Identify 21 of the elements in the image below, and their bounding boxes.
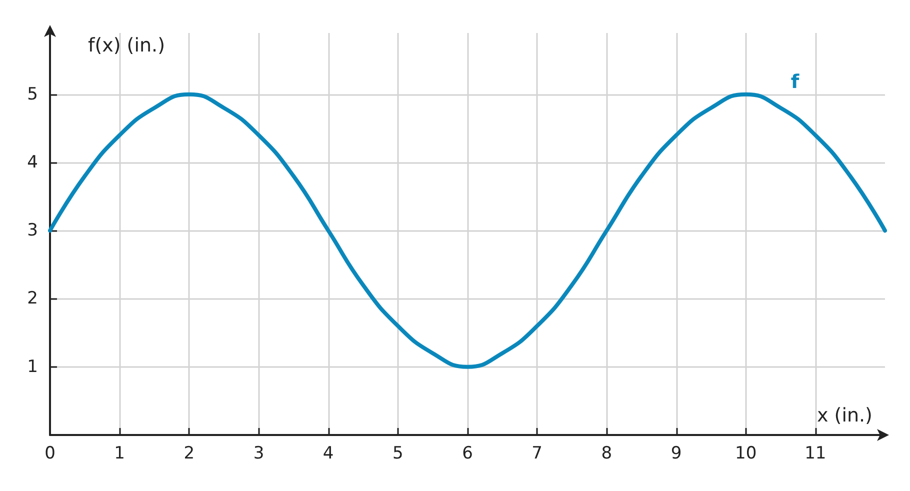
y-tick-label: 2: [27, 288, 38, 309]
x-tick-label: 10: [735, 444, 757, 464]
x-tick-label: 7: [532, 444, 542, 464]
x-tick-label: 3: [253, 444, 264, 464]
y-tick-label: 1: [27, 356, 38, 377]
x-tick-label: 9: [670, 444, 682, 464]
x-tick-label: 8: [601, 444, 612, 464]
x-tick-label: 5: [392, 444, 404, 464]
y-tick-label: 4: [27, 152, 38, 172]
y-tick-label: 5: [27, 84, 38, 104]
x-axis-title: x (in.): [817, 404, 872, 426]
x-tick-label: 2: [184, 444, 195, 464]
x-tick-label: 1: [114, 444, 125, 464]
x-tick-label: 0: [44, 444, 56, 464]
x-tick-label: 6: [462, 444, 473, 464]
series-label: f: [790, 70, 800, 93]
y-axis-title: f(x) (in.): [88, 34, 165, 56]
x-tick-label: 11: [804, 444, 826, 464]
line-series: [48, 92, 887, 369]
x-tick-label: 4: [322, 444, 334, 464]
y-tick-label: 3: [27, 220, 38, 241]
